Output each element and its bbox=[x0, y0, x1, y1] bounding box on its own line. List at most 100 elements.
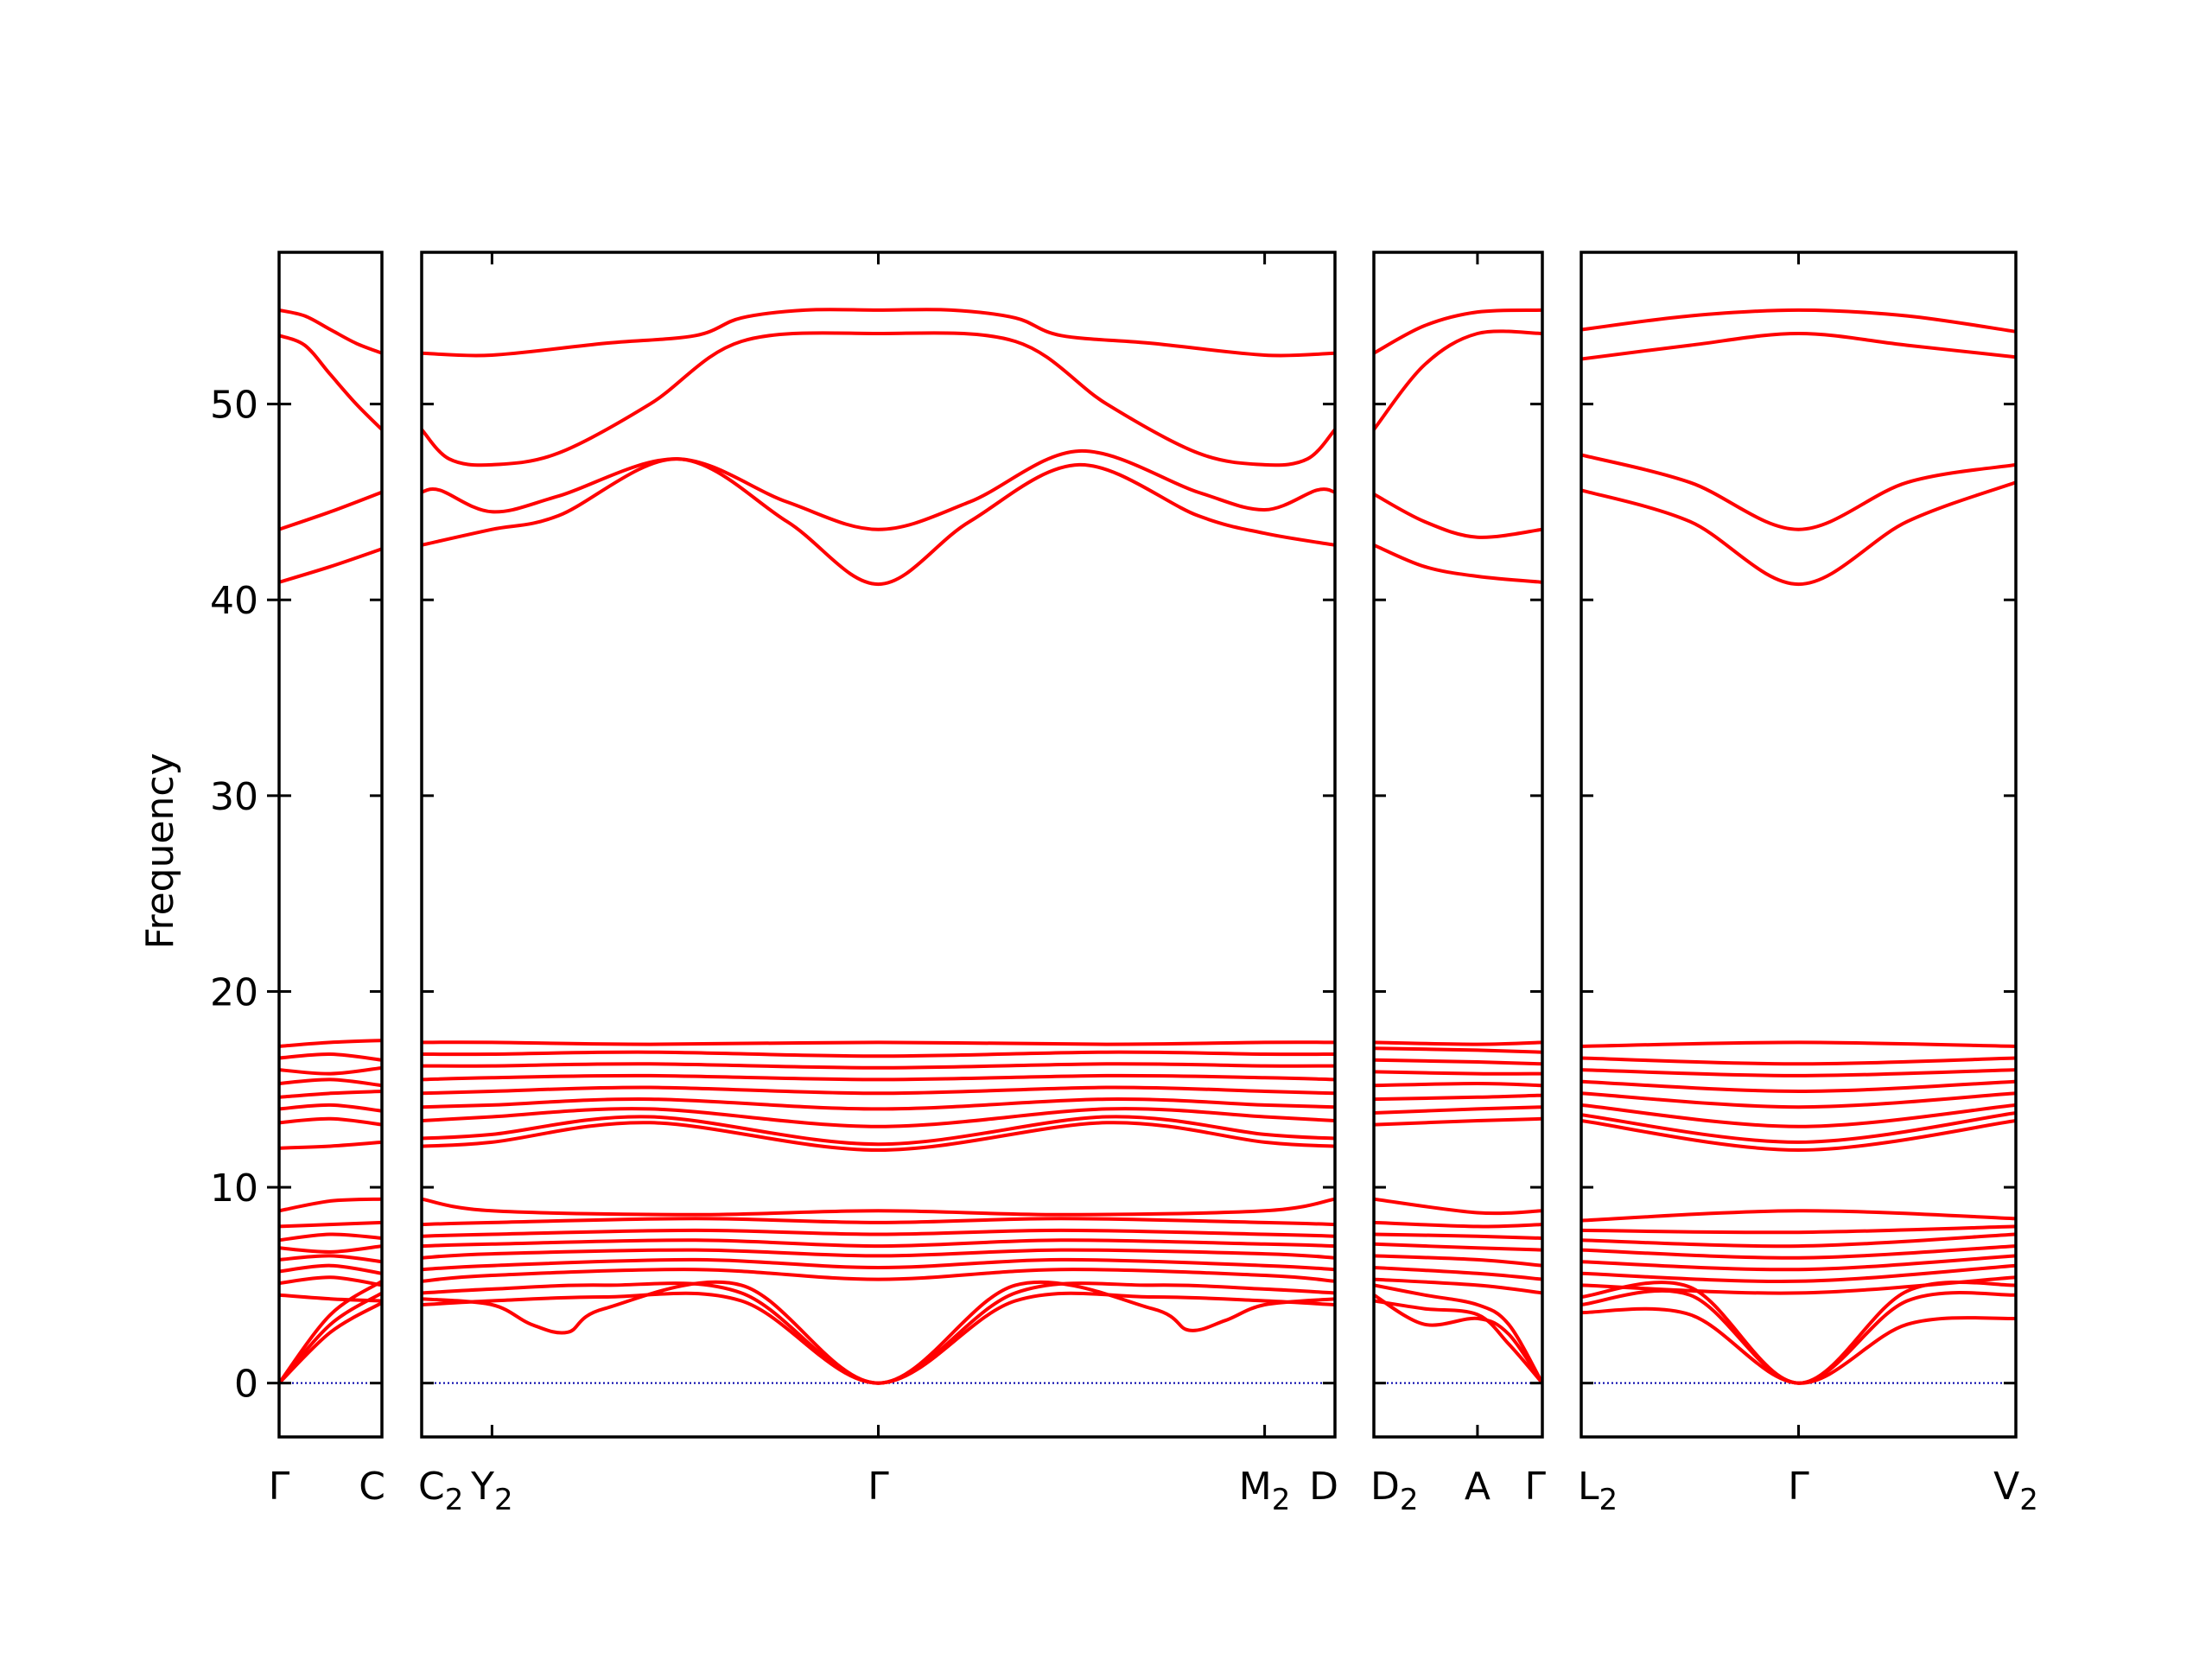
kpoint-label: A bbox=[1465, 1465, 1491, 1509]
kpoint-subscript: 2 bbox=[1272, 1483, 1291, 1517]
kpoint-label: C bbox=[359, 1465, 385, 1509]
band-line-mid-7 bbox=[422, 1062, 1335, 1070]
band-line-high-2 bbox=[1581, 453, 2016, 531]
bands-group bbox=[1581, 308, 2016, 1385]
band-line-high-4 bbox=[279, 308, 382, 355]
band-line-acoustic-2 bbox=[1581, 1288, 2016, 1385]
kpoint-label: V2 bbox=[1993, 1465, 2038, 1517]
band-line-opt-3 bbox=[422, 1248, 1335, 1260]
band-line-acoustic-2 bbox=[279, 1291, 382, 1385]
band-line-low-5 bbox=[279, 1244, 382, 1254]
band-line-opt-1 bbox=[1581, 1275, 2016, 1295]
band-line-mid-4 bbox=[1581, 1091, 2016, 1109]
panel-frame bbox=[277, 251, 384, 1439]
panel-2: C2 Y2 Γ M2 D bbox=[418, 251, 1338, 1517]
band-line-mid-3 bbox=[1374, 1093, 1542, 1102]
kpoint-subscript: 2 bbox=[445, 1483, 464, 1517]
band-line-opt-5 bbox=[1581, 1232, 2016, 1249]
kpoint-label: M2 bbox=[1239, 1465, 1291, 1517]
band-line-mid-5 bbox=[422, 1085, 1335, 1096]
kpoint-label: D2 bbox=[1370, 1465, 1419, 1517]
panel-4: L2 Γ V2 bbox=[1578, 251, 2038, 1517]
band-line-mid-2 bbox=[422, 1115, 1335, 1147]
band-line-mid-8 bbox=[279, 1039, 382, 1048]
band-line-high-4 bbox=[1581, 308, 2016, 334]
band-line-mid-1 bbox=[1374, 1116, 1542, 1127]
band-line-acoustic-3 bbox=[1581, 1280, 2016, 1385]
band-line-opt-1 bbox=[1374, 1277, 1542, 1295]
y-axis: 0 10 20 30 40 50 bbox=[210, 384, 279, 1407]
kpoint-label: Γ bbox=[868, 1465, 889, 1509]
band-line-opt-3 bbox=[1374, 1254, 1542, 1268]
y-tick-label: 10 bbox=[210, 1166, 258, 1211]
y-tick-label: 20 bbox=[210, 970, 258, 1014]
band-line-opt-7 bbox=[1374, 1197, 1542, 1216]
panels-layer: Γ C C2 Y2 Γ M2 D D2 A Γ L2 Γ V2 bbox=[269, 251, 2038, 1517]
kpoint-symbol: Γ bbox=[1788, 1465, 1809, 1509]
band-line-high-3 bbox=[422, 331, 1335, 467]
band-line-mid-3 bbox=[1581, 1103, 2016, 1128]
band-line-opt-2 bbox=[422, 1257, 1335, 1272]
kpoint-symbol: Γ bbox=[868, 1465, 889, 1509]
band-line-opt-1 bbox=[422, 1268, 1335, 1283]
band-line-high-2 bbox=[1374, 493, 1542, 539]
band-line-opt-7 bbox=[422, 1197, 1335, 1217]
band-line-opt-2 bbox=[1581, 1263, 2016, 1283]
panel-frame bbox=[1372, 251, 1544, 1439]
band-line-mid-7 bbox=[1581, 1056, 2016, 1066]
band-line-mid-8 bbox=[422, 1050, 1335, 1058]
band-line-opt-4 bbox=[1581, 1244, 2016, 1260]
band-line-mid-4 bbox=[422, 1097, 1335, 1111]
band-line-mid-5 bbox=[1581, 1079, 2016, 1093]
band-line-mid-2 bbox=[1374, 1105, 1542, 1115]
band-line-high-4 bbox=[422, 308, 1335, 358]
kpoint-label: Γ bbox=[1788, 1465, 1809, 1509]
kpoint-symbol: L bbox=[1578, 1465, 1599, 1509]
kpoint-symbol: D bbox=[1370, 1465, 1400, 1509]
y-tick-label: 30 bbox=[210, 775, 258, 819]
band-line-low-8 bbox=[279, 1197, 382, 1213]
y-tick-label: 0 bbox=[234, 1363, 258, 1407]
band-line-high-1 bbox=[422, 457, 1335, 587]
band-line-mid-9 bbox=[422, 1040, 1335, 1046]
band-line-opt-4 bbox=[422, 1238, 1335, 1249]
band-line-high-3 bbox=[1581, 332, 2016, 361]
band-line-mid-6 bbox=[1374, 1058, 1542, 1066]
band-line-high-1 bbox=[1374, 543, 1542, 584]
band-line-acoustic-1 bbox=[422, 1291, 1335, 1385]
kpoint-label: C2 bbox=[418, 1465, 463, 1517]
band-line-low-7 bbox=[279, 1220, 382, 1229]
band-line-high-1 bbox=[279, 547, 382, 584]
band-line-mid-6 bbox=[1581, 1068, 2016, 1077]
band-line-acoustic-3 bbox=[422, 1280, 1335, 1385]
band-line-acoustic-3 bbox=[279, 1280, 382, 1384]
bands-group bbox=[422, 308, 1335, 1385]
band-line-high-2 bbox=[279, 490, 382, 531]
kpoint-symbol: D bbox=[1309, 1465, 1338, 1509]
band-line-mid-7 bbox=[1374, 1046, 1542, 1054]
panel-3: D2 A Γ bbox=[1370, 251, 1546, 1517]
band-line-acoustic-3 bbox=[1374, 1283, 1542, 1384]
band-line-high-1 bbox=[1581, 480, 2016, 587]
band-line-high-3 bbox=[1374, 329, 1542, 431]
band-line-opt-5 bbox=[422, 1228, 1335, 1238]
band-line-mid-3 bbox=[422, 1107, 1335, 1128]
band-line-mid-7 bbox=[279, 1052, 382, 1062]
band-line-mid-2 bbox=[279, 1116, 382, 1127]
band-line-opt-6 bbox=[1581, 1224, 2016, 1235]
bands-group bbox=[279, 308, 382, 1385]
band-line-mid-6 bbox=[279, 1065, 382, 1076]
kpoint-label: D bbox=[1309, 1465, 1338, 1509]
band-line-mid-5 bbox=[279, 1077, 382, 1088]
band-line-acoustic-1 bbox=[1374, 1299, 1542, 1384]
band-line-opt-6 bbox=[422, 1217, 1335, 1227]
kpoint-symbol: C bbox=[359, 1465, 385, 1509]
kpoint-label: Y2 bbox=[470, 1465, 513, 1517]
kpoint-symbol: A bbox=[1465, 1465, 1491, 1509]
kpoint-subscript: 2 bbox=[1400, 1483, 1419, 1517]
band-line-mid-5 bbox=[1374, 1070, 1542, 1076]
band-line-low-4 bbox=[279, 1254, 382, 1264]
band-line-mid-3 bbox=[279, 1103, 382, 1113]
band-line-high-4 bbox=[1374, 308, 1542, 355]
kpoint-label: Γ bbox=[1524, 1465, 1546, 1509]
